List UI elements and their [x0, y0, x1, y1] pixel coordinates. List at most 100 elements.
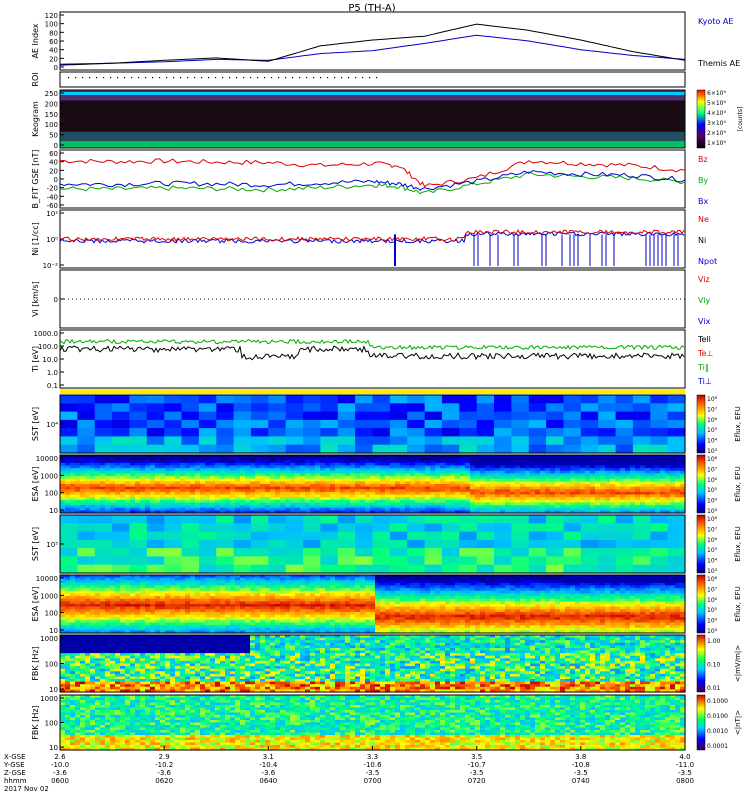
heatmap-cell	[459, 436, 477, 445]
heatmap-cell	[268, 412, 286, 421]
roi-dot	[355, 77, 356, 78]
y-tick-label: 10⁰	[46, 236, 58, 244]
heatmap-cell	[650, 565, 668, 574]
heatmap-cell	[598, 515, 616, 524]
heatmap-cell	[581, 420, 599, 429]
heatmap-cell	[529, 445, 547, 454]
legend-entry: Themis AE	[697, 59, 740, 68]
heatmap-cell	[77, 556, 95, 565]
heatmap-cell	[668, 436, 686, 445]
heatmap-cell	[616, 420, 634, 429]
heatmap-cell	[494, 403, 512, 412]
panel-frame	[60, 330, 685, 388]
heatmap-cell	[494, 395, 512, 404]
heatmap-cell	[251, 428, 269, 437]
heatmap-cell	[286, 445, 304, 454]
roi-dot	[180, 77, 181, 78]
heatmap-cell	[199, 515, 217, 524]
heatmap-cell	[564, 412, 582, 421]
heatmap-cell	[390, 523, 408, 532]
heatmap-cell	[303, 395, 321, 404]
heatmap-cell	[286, 540, 304, 549]
heatmap-cell	[529, 556, 547, 565]
heatmap-cell	[546, 565, 564, 574]
heatmap-cell	[477, 540, 495, 549]
heatmap-cell	[581, 548, 599, 557]
legend-entry: Ne	[698, 215, 709, 224]
heatmap-cell	[320, 436, 338, 445]
heatmap-cell	[511, 395, 529, 404]
heatmap-cell	[494, 556, 512, 565]
heatmap-cell	[598, 403, 616, 412]
heatmap-cell	[442, 540, 460, 549]
y-tick-label: 10000	[36, 455, 58, 463]
heatmap-cell	[633, 395, 651, 404]
heatmap-cell	[129, 548, 147, 557]
legend-entry: Tell	[697, 335, 711, 344]
heatmap-cell	[633, 532, 651, 541]
heatmap-cell	[251, 532, 269, 541]
heatmap-cell	[564, 445, 582, 454]
heatmap-cell	[407, 428, 425, 437]
heatmap-cell	[633, 540, 651, 549]
heatmap-cell	[95, 523, 113, 532]
y-tick-label: 100	[45, 490, 58, 498]
heatmap-cell	[286, 420, 304, 429]
heatmap-cell	[182, 565, 200, 574]
heatmap-cell	[77, 420, 95, 429]
heatmap-cell	[234, 532, 252, 541]
heatmap-cell	[581, 523, 599, 532]
heatmap-cell	[112, 412, 130, 421]
heatmap-cell	[650, 523, 668, 532]
heatmap-cell	[425, 540, 443, 549]
roi-dot	[299, 77, 300, 78]
heatmap-cell	[164, 403, 182, 412]
heatmap-cell	[251, 548, 269, 557]
heatmap-cell	[650, 428, 668, 437]
heatmap-cell	[546, 540, 564, 549]
heatmap-cell	[459, 523, 477, 532]
heatmap-cell	[338, 523, 356, 532]
y-tick-label: 250	[45, 90, 58, 98]
heatmap-cell	[77, 445, 95, 454]
panel-roi: ROI	[31, 72, 685, 87]
roi-dot	[96, 77, 97, 78]
heatmap-cell	[564, 556, 582, 565]
heatmap-cell	[616, 412, 634, 421]
heatmap-cell	[598, 548, 616, 557]
heatmap-cell	[77, 532, 95, 541]
heatmap-cell	[251, 420, 269, 429]
heatmap-cell	[199, 548, 217, 557]
heatmap-cell	[390, 540, 408, 549]
heatmap-cell	[216, 565, 234, 574]
heatmap-cell	[650, 532, 668, 541]
heatmap-cell	[112, 532, 130, 541]
heatmap-cell	[234, 395, 252, 404]
heatmap-cell	[286, 565, 304, 574]
heatmap-cell	[338, 515, 356, 524]
series-line	[60, 24, 685, 65]
heatmap-cell	[425, 548, 443, 557]
heatmap-cell	[60, 556, 78, 565]
roi-dot	[250, 77, 251, 78]
heatmap-cell	[407, 548, 425, 557]
heatmap-cell	[286, 523, 304, 532]
heatmap-cell	[390, 428, 408, 437]
heatmap-cell	[164, 515, 182, 524]
heatmap-cell	[338, 540, 356, 549]
y-tick-label: 10⁵	[46, 541, 58, 549]
heatmap-cell	[355, 523, 373, 532]
heatmap-cell	[616, 428, 634, 437]
heatmap-cell	[494, 428, 512, 437]
heatmap-cell	[616, 395, 634, 404]
heatmap-cell	[147, 540, 165, 549]
heatmap-cell	[373, 436, 391, 445]
heatmap-cell	[494, 523, 512, 532]
heatmap-cell	[303, 420, 321, 429]
heatmap-cell	[182, 445, 200, 454]
heatmap-cell	[338, 420, 356, 429]
heatmap-cell	[164, 445, 182, 454]
heatmap-cell	[459, 515, 477, 524]
heatmap-cell	[147, 395, 165, 404]
heatmap-cell	[633, 403, 651, 412]
